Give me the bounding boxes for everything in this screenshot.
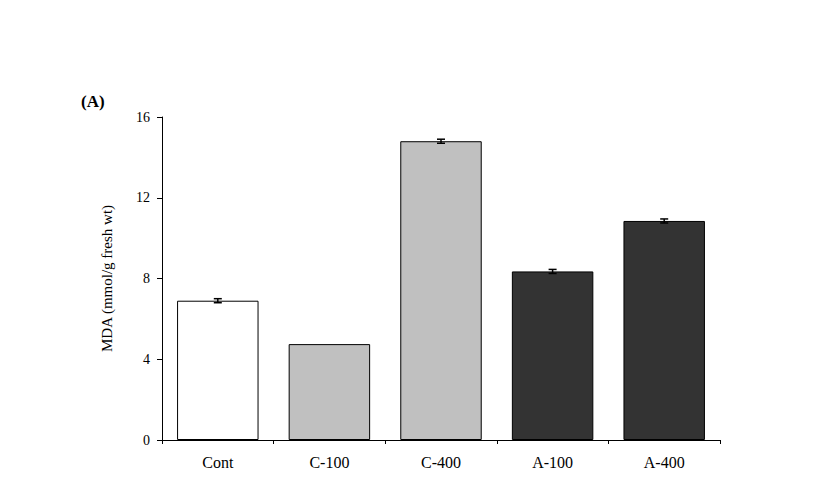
svg-text:C-100: C-100 xyxy=(309,454,349,471)
svg-text:12: 12 xyxy=(136,190,150,205)
svg-text:C-400: C-400 xyxy=(421,454,461,471)
svg-text:Cont: Cont xyxy=(202,454,234,471)
svg-text:A-100: A-100 xyxy=(532,454,573,471)
svg-text:4: 4 xyxy=(143,352,150,367)
svg-text:0: 0 xyxy=(143,433,150,448)
svg-text:16: 16 xyxy=(136,110,150,125)
svg-text:(A): (A) xyxy=(81,92,105,111)
svg-text:8: 8 xyxy=(143,271,150,286)
svg-text:MDA (mmol/g fresh wt): MDA (mmol/g fresh wt) xyxy=(99,205,116,352)
svg-text:A-400: A-400 xyxy=(644,454,685,471)
